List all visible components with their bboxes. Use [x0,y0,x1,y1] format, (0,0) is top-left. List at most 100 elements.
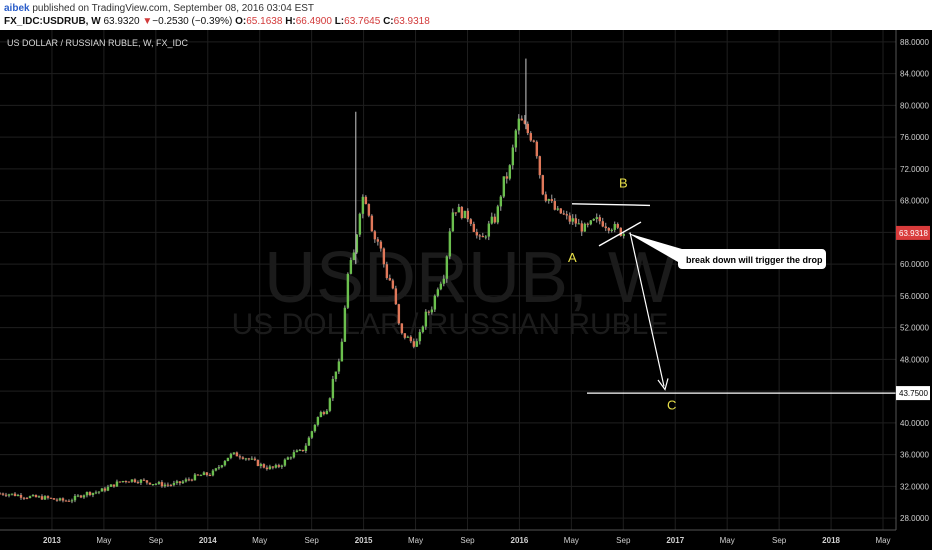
candle-body [598,217,601,222]
candle-body [607,228,610,231]
y-tick-label: 88.0000 [900,38,929,47]
candle-body [160,482,164,487]
candle-body [448,231,452,257]
candle-body [403,333,407,338]
candle-body [541,175,545,195]
author-link[interactable]: aibek [4,3,30,14]
x-tick-label: 2013 [43,536,61,545]
candle-body [250,458,254,460]
candle-body [106,486,110,491]
candle-body [463,210,467,219]
candle-body [247,458,251,460]
level-price-tag-text: 43.7500 [899,389,928,398]
candle-body [508,165,512,179]
candle-body [193,474,197,481]
candle-body [40,496,44,500]
candle-body [376,239,380,242]
chart-header: aibek published on TradingView.com, Sept… [0,0,932,30]
candle-body [298,449,302,451]
candle-body [139,479,143,483]
change-value: −0.2530 (−0.39%) [152,16,233,27]
time-axis[interactable]: 2013 May Sep 2014 May Sep 2015 May Sep 2016 May Sep… [0,529,932,550]
change-arrow-icon: ▼ [142,16,153,27]
candle-body [133,479,137,483]
candle-body [49,497,53,499]
candle-body [10,493,14,495]
candle-body [361,196,365,214]
candle-body [310,431,314,438]
x-tick-label: 2017 [666,536,684,545]
y-tick-label: 68.0000 [900,197,929,206]
candle-body [304,445,308,451]
candle-body [307,437,311,446]
candle-body [442,278,446,284]
candle-body [364,196,368,205]
candle-body [499,196,503,207]
candle-body [0,493,2,495]
price-axis-background [896,30,932,550]
candle-body [274,465,278,468]
candle-body [175,481,179,483]
candle-body [61,498,65,501]
candle-body [613,224,616,230]
candle-body [256,459,260,466]
y-tick-label: 32.0000 [900,482,929,491]
upper-trendline [571,203,651,207]
candle-body [199,475,203,477]
y-tick-label: 84.0000 [900,70,929,79]
candle-body [553,201,557,210]
candle-body [406,336,410,338]
candle-body [502,176,506,197]
candle-body [340,341,344,362]
candle-body [397,304,401,324]
x-tick-label: Sep [460,536,475,545]
candle-body [568,215,572,222]
candle-body [439,283,443,290]
x-tick-label: 2018 [822,536,840,545]
candlestick-series [0,58,625,504]
price-chart[interactable]: USDRUB, W US DOLLAR / RUSSIAN RUBLE brea… [0,30,932,550]
y-tick-label: 36.0000 [900,451,929,460]
candle-body [292,452,296,458]
x-tick-label: May [875,536,890,545]
candle-body [445,256,449,279]
time-axis-background [0,530,932,550]
candle-body [415,341,419,347]
candle-body [1,493,5,495]
y-tick-label: 76.0000 [900,133,929,142]
open-label: O: [235,16,247,27]
x-tick-label: May [408,536,423,545]
candle-body [337,361,341,372]
candle-body [517,118,521,131]
candle-body [172,482,176,486]
candle-body [148,482,152,485]
candle-body [595,217,598,219]
candle-body [451,212,455,232]
close-value: 63.9318 [393,16,430,27]
candle-body [478,235,482,237]
candle-body [100,488,104,492]
candle-body [37,496,41,498]
candle-body [520,118,524,121]
candle-body [616,224,619,228]
candle-body [577,223,580,225]
x-tick-label: May [252,536,267,545]
price-axis[interactable]: 28.000032.000036.000040.000044.000048.00… [895,30,932,550]
candle-body [346,273,350,308]
candle-body [271,466,275,468]
candle-body [226,457,230,462]
symbol-label: FX_IDC:USDRUB, W [4,16,101,27]
candle-body [295,450,299,453]
candle-body [169,484,173,486]
candle-body [289,457,293,459]
candle-body [619,227,622,236]
candle-body [91,492,95,496]
candle-body [151,484,155,486]
candle-body [22,497,26,499]
candle-body [421,326,425,333]
callout-box [678,249,826,270]
candle-body [16,494,20,496]
candle-body [187,479,191,481]
candle-body [562,213,566,215]
pair-title: US DOLLAR / RUSSIAN RUBLE, W, FX_IDC [7,38,189,48]
